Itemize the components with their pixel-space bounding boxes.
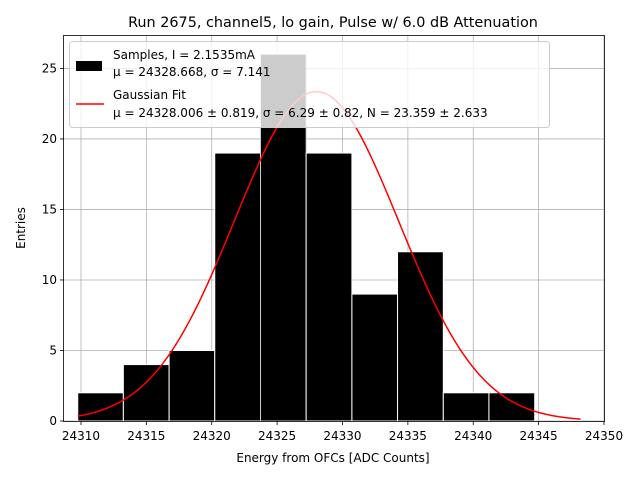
histogram-bar: [214, 152, 262, 422]
x-tick-label: 24350: [585, 429, 623, 443]
y-tick-label: 15: [42, 202, 57, 216]
histogram-bar: [168, 349, 216, 422]
x-tick-label: 24340: [454, 429, 492, 443]
x-tick-label: 24335: [389, 429, 427, 443]
y-tick-label: 25: [42, 61, 57, 75]
y-axis-ticks: 0 5 10 15 20 25: [42, 61, 64, 428]
x-tick-label: 24345: [520, 429, 558, 443]
chart-title: Run 2675, channel5, lo gain, Pulse w/ 6.…: [128, 15, 538, 31]
x-tick-label: 24325: [258, 429, 296, 443]
legend-fit-label: Gaussian Fit: [113, 88, 186, 102]
histogram-bar: [77, 392, 124, 422]
y-tick-label: 0: [49, 414, 57, 428]
x-axis-ticks: 24310 24315 24320 24325 24330 24335 24340 24345…: [62, 421, 623, 443]
legend-samples-swatch: [76, 61, 102, 71]
histogram-bar: [488, 392, 536, 422]
histogram-bar: [122, 364, 170, 422]
y-tick-label: 5: [49, 343, 57, 357]
plot-frame: [63, 35, 605, 422]
x-tick-label: 24315: [127, 429, 165, 443]
histogram-bar: [305, 152, 353, 422]
legend-samples-stats: μ = 24328.668, σ = 7.141: [113, 65, 270, 79]
x-tick-label: 24320: [193, 429, 231, 443]
y-axis-label: Entries: [14, 207, 28, 249]
x-tick-label: 24330: [323, 429, 361, 443]
histogram-bar: [442, 392, 490, 422]
x-tick-label: 24310: [62, 429, 100, 443]
legend-fit-stats: μ = 24328.006 ± 0.819, σ = 6.29 ± 0.82, …: [113, 106, 488, 120]
histogram-bar: [397, 251, 444, 422]
y-tick-label: 20: [42, 132, 57, 146]
legend-samples-label: Samples, I = 2.1535mA: [113, 48, 256, 62]
legend-frame: [69, 41, 550, 128]
histogram-bar: [351, 293, 399, 422]
legend: Samples, I = 2.1535mA μ = 24328.668, σ =…: [69, 41, 550, 128]
y-tick-label: 10: [42, 273, 57, 287]
x-axis-label: Energy from OFCs [ADC Counts]: [236, 451, 429, 465]
